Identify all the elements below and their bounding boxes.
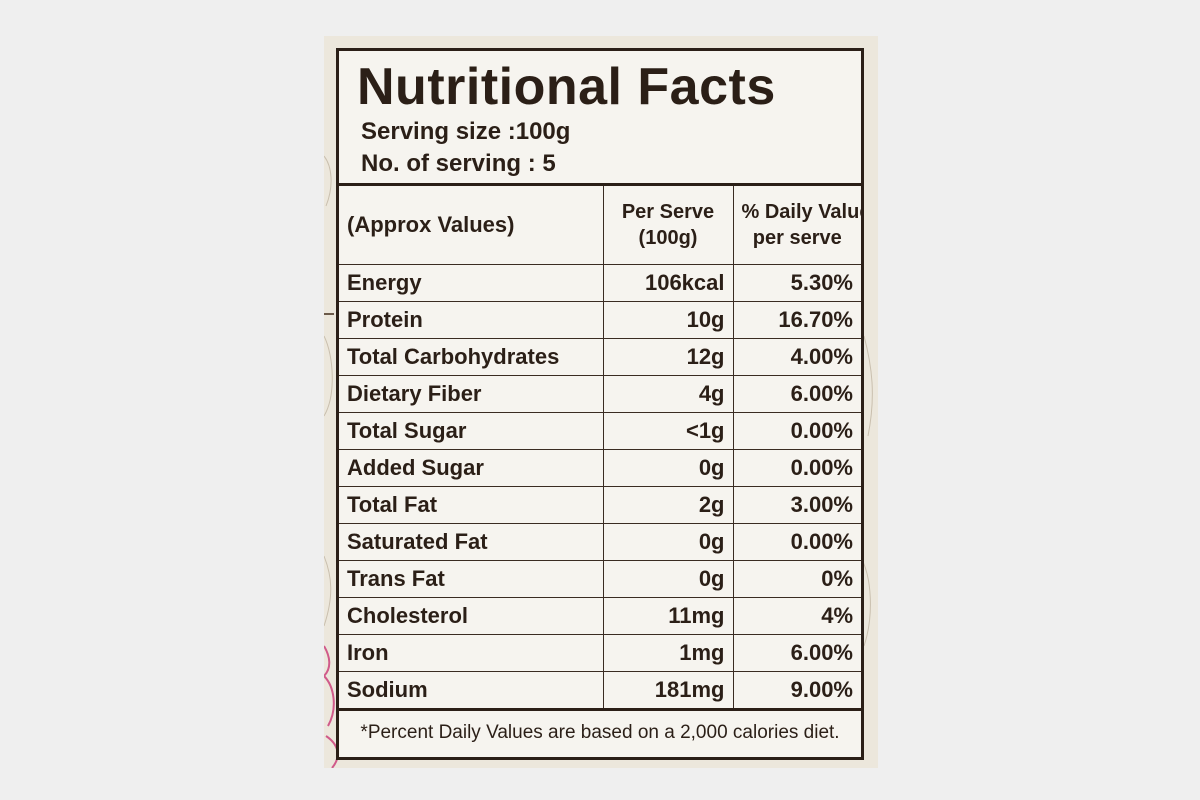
table-row: Cholesterol 11mg 4% [339, 596, 861, 635]
table-row: Protein 10g 16.70% [339, 300, 861, 339]
nutrient-name: Dietary Fiber [339, 374, 604, 413]
per-serve-value: 2g [602, 485, 734, 524]
nutrition-label: Nutritional Facts Serving size :100g No.… [336, 48, 864, 760]
header-per-serve: Per Serve (100g) [602, 186, 734, 265]
nutrient-name: Sodium [339, 670, 604, 709]
per-serve-value: 0g [602, 522, 734, 561]
table-row: Trans Fat 0g 0% [339, 559, 861, 598]
daily-value: 4% [732, 596, 861, 635]
per-serve-value: 0g [602, 559, 734, 598]
nutrient-name: Iron [339, 633, 604, 672]
nutrient-name: Protein [339, 300, 604, 339]
daily-value: 9.00% [732, 670, 861, 709]
daily-value: 6.00% [732, 374, 861, 413]
per-serve-value: 181mg [602, 670, 734, 709]
per-serve-value: 10g [602, 300, 734, 339]
nutrient-name: Cholesterol [339, 596, 604, 635]
table-row: Total Carbohydrates 12g 4.00% [339, 337, 861, 376]
table-row: Energy 106kcal 5.30% [339, 263, 861, 302]
per-serve-value: 1mg [602, 633, 734, 672]
servings-count: No. of serving : 5 [361, 150, 556, 177]
per-serve-value: 12g [602, 337, 734, 376]
table-row: Iron 1mg 6.00% [339, 633, 861, 672]
table-row: Dietary Fiber 4g 6.00% [339, 374, 861, 413]
header-approx-values: (Approx Values) [339, 186, 604, 265]
daily-value: 4.00% [732, 337, 861, 376]
per-serve-value: 4g [602, 374, 734, 413]
table-row: Total Fat 2g 3.00% [339, 485, 861, 524]
header-daily-value: % Daily Value per serve [732, 186, 862, 265]
label-title: Nutritional Facts [357, 58, 776, 116]
nutrition-table-wrapper: (Approx Values) Per Serve (100g) % Daily… [339, 183, 861, 709]
daily-value: 16.70% [732, 300, 861, 339]
daily-value: 6.00% [732, 633, 861, 672]
serving-size: Serving size :100g [361, 118, 571, 145]
per-serve-value: 0g [602, 448, 734, 487]
nutrition-table: (Approx Values) Per Serve (100g) % Daily… [339, 186, 861, 709]
footnote: *Percent Daily Values are based on a 2,0… [339, 708, 861, 757]
table-row: Added Sugar 0g 0.00% [339, 448, 861, 487]
daily-value: 0.00% [732, 448, 861, 487]
daily-value: 0.00% [732, 522, 861, 561]
header-daily-value-line2: per serve [752, 226, 842, 249]
header-per-serve-line1: Per Serve [621, 200, 715, 223]
daily-value: 5.30% [732, 263, 861, 302]
nutrient-name: Saturated Fat [339, 522, 604, 561]
nutrient-name: Total Fat [339, 485, 604, 524]
daily-value: 3.00% [732, 485, 861, 524]
nutrient-name: Total Sugar [339, 411, 604, 450]
header-per-serve-line2: (100g) [638, 226, 698, 249]
daily-value: 0.00% [732, 411, 861, 450]
nutrient-name: Added Sugar [339, 448, 604, 487]
per-serve-value: 106kcal [602, 263, 734, 302]
table-header-row: (Approx Values) Per Serve (100g) % Daily… [339, 186, 862, 265]
table-row: Saturated Fat 0g 0.00% [339, 522, 861, 561]
nutrient-name: Total Carbohydrates [339, 337, 604, 376]
per-serve-value: 11mg [602, 596, 734, 635]
nutrient-name: Energy [339, 263, 604, 302]
nutrient-name: Trans Fat [339, 559, 604, 598]
daily-value: 0% [732, 559, 861, 598]
table-row: Total Sugar <1g 0.00% [339, 411, 861, 450]
table-row: Sodium 181mg 9.00% [339, 670, 861, 709]
per-serve-value: <1g [602, 411, 734, 450]
header-daily-value-line1: % Daily Value [741, 200, 862, 223]
